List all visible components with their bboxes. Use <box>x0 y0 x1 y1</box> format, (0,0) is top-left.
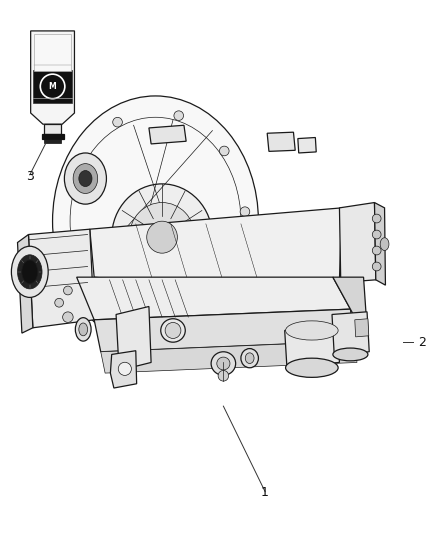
Circle shape <box>237 245 247 254</box>
Ellipse shape <box>218 370 229 381</box>
Polygon shape <box>101 341 357 373</box>
Circle shape <box>372 230 381 239</box>
Circle shape <box>64 286 72 295</box>
Polygon shape <box>298 138 316 153</box>
Polygon shape <box>285 325 339 367</box>
Ellipse shape <box>112 184 212 290</box>
Circle shape <box>64 245 74 254</box>
Circle shape <box>55 298 64 307</box>
Ellipse shape <box>286 321 338 340</box>
Polygon shape <box>333 277 368 341</box>
Polygon shape <box>374 203 385 285</box>
Ellipse shape <box>165 322 181 338</box>
Circle shape <box>113 117 122 127</box>
Ellipse shape <box>245 353 254 364</box>
Circle shape <box>372 214 381 223</box>
Ellipse shape <box>286 358 338 377</box>
Polygon shape <box>149 125 186 144</box>
Ellipse shape <box>79 171 92 187</box>
Ellipse shape <box>79 323 88 336</box>
Circle shape <box>240 207 250 216</box>
Circle shape <box>372 246 381 255</box>
Text: 1: 1 <box>261 487 269 499</box>
Ellipse shape <box>211 352 236 375</box>
Polygon shape <box>332 312 369 354</box>
Ellipse shape <box>129 203 195 272</box>
Ellipse shape <box>73 164 98 193</box>
Polygon shape <box>355 319 369 337</box>
Circle shape <box>151 326 160 335</box>
Circle shape <box>174 111 184 120</box>
Polygon shape <box>339 203 376 282</box>
Ellipse shape <box>11 246 48 297</box>
Circle shape <box>63 312 73 322</box>
Text: 2: 2 <box>419 336 427 349</box>
Polygon shape <box>116 306 151 370</box>
Ellipse shape <box>161 319 185 342</box>
Ellipse shape <box>217 357 230 370</box>
Text: 3: 3 <box>26 170 34 183</box>
Ellipse shape <box>53 96 258 346</box>
Ellipse shape <box>75 318 91 341</box>
Polygon shape <box>18 235 33 333</box>
Ellipse shape <box>241 349 258 368</box>
Circle shape <box>208 300 218 310</box>
Ellipse shape <box>147 221 177 253</box>
Polygon shape <box>90 208 342 285</box>
Polygon shape <box>110 351 137 388</box>
Circle shape <box>93 300 102 310</box>
Polygon shape <box>34 34 71 71</box>
Polygon shape <box>44 139 61 143</box>
Ellipse shape <box>18 255 42 289</box>
Polygon shape <box>28 229 94 328</box>
Ellipse shape <box>64 153 106 204</box>
Polygon shape <box>44 124 61 133</box>
Polygon shape <box>267 132 295 151</box>
Circle shape <box>372 262 381 271</box>
Polygon shape <box>94 309 355 352</box>
Circle shape <box>219 146 229 156</box>
Ellipse shape <box>333 348 368 361</box>
Ellipse shape <box>22 260 38 284</box>
Ellipse shape <box>380 238 389 251</box>
Polygon shape <box>77 277 350 320</box>
Polygon shape <box>31 31 74 124</box>
Text: M: M <box>49 82 57 91</box>
Circle shape <box>118 362 131 375</box>
Circle shape <box>69 170 79 180</box>
Polygon shape <box>33 70 72 103</box>
Polygon shape <box>42 133 64 139</box>
